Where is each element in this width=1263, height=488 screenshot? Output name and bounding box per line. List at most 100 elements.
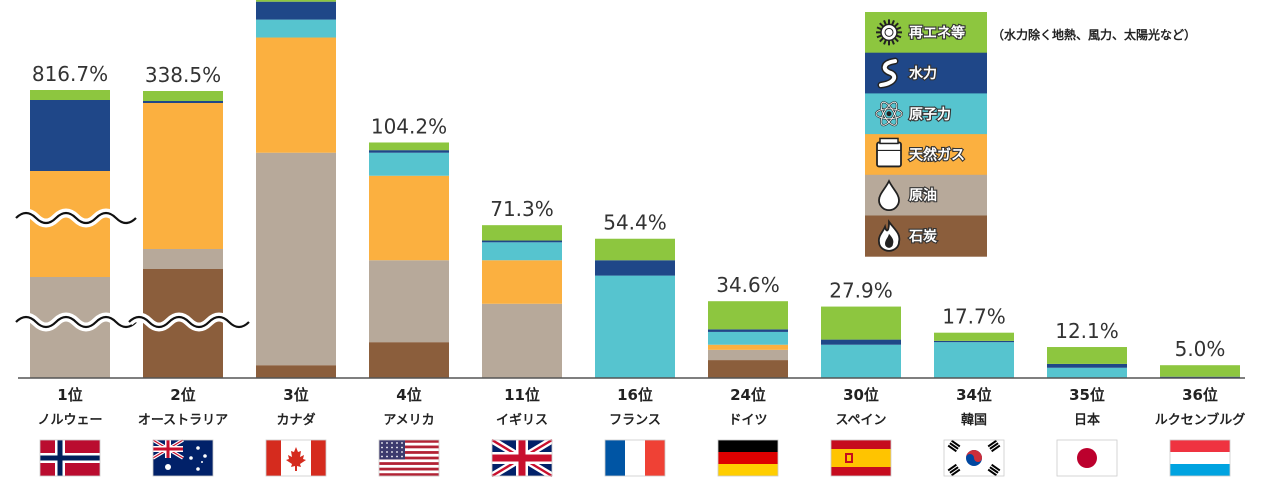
bar-segment: [1047, 367, 1127, 378]
bar-stack: [12, 90, 140, 378]
bar-segment: [256, 0, 336, 2]
japan-flag: [1056, 439, 1118, 477]
korea-flag: [943, 439, 1005, 477]
bar-segment: [595, 275, 675, 378]
total-label: 12.1%: [1055, 319, 1119, 343]
rank-label: 3位: [283, 386, 308, 404]
country-label: カナダ: [276, 412, 315, 428]
france-flag: [604, 439, 666, 477]
country-label: 韓国: [961, 412, 987, 428]
bar-segment: [595, 238, 675, 261]
bar-segment: [708, 329, 788, 332]
rank-label: 35位: [1069, 386, 1105, 404]
bar-stack: [369, 142, 449, 378]
legend-label: 再エネ等: [909, 24, 965, 41]
rank-label: 36位: [1182, 386, 1218, 404]
atom-icon: [875, 101, 903, 127]
bar-segment: [30, 100, 110, 171]
legend-label: 天然ガス: [909, 146, 965, 163]
rank-label: 2位: [170, 386, 195, 404]
rank-label: 34位: [956, 386, 992, 404]
bar-segment: [1047, 347, 1127, 364]
rank-label: 24位: [730, 386, 766, 404]
rank-label: 1位: [57, 386, 82, 404]
country-label: フランス: [609, 413, 661, 428]
country-label: スペイン: [835, 413, 886, 428]
bar-stack: [934, 332, 1014, 378]
total-label: 17.7%: [942, 305, 1006, 329]
bar-stack: [256, 0, 336, 378]
bar-stack: [1047, 347, 1127, 378]
germany-flag: [717, 439, 779, 477]
bar-segment: [143, 249, 223, 269]
rank-label: 30位: [843, 386, 879, 404]
total-label: 71.3%: [490, 197, 554, 221]
bar-segment: [934, 332, 1014, 341]
bar-segment: [256, 37, 336, 153]
bar-segment: [369, 175, 449, 261]
total-label: 338.5%: [145, 63, 221, 87]
flags-layer: [39, 436, 1231, 480]
bar-segment: [482, 240, 562, 243]
bar-segment: [708, 360, 788, 378]
legend-item: 再エネ等: [865, 12, 987, 54]
bar-segment: [1047, 363, 1127, 368]
bar-stack: [125, 91, 253, 378]
luxembourg-flag: [1169, 439, 1231, 477]
bar-segment: [143, 103, 223, 249]
bar-stack: [482, 225, 562, 378]
bar-segment: [821, 344, 901, 378]
gas-tank-icon: [876, 137, 902, 168]
total-label: 104.2%: [371, 114, 447, 138]
bars-layer: [12, 0, 1240, 378]
bar-segment: [482, 303, 562, 378]
country-label: アメリカ: [383, 413, 434, 428]
bar-segment: [369, 152, 449, 176]
country-label: ルクセンブルグ: [1155, 412, 1246, 428]
bar-segment: [821, 306, 901, 340]
bar-segment: [708, 331, 788, 345]
usa-flag: [378, 439, 440, 477]
total-label: 54.4%: [603, 211, 667, 235]
total-label: 5.0%: [1175, 337, 1226, 361]
legend-swatch: [865, 93, 987, 135]
total-label: 27.9%: [829, 279, 893, 303]
legend-label: 原油: [909, 187, 937, 204]
bar-segment: [482, 225, 562, 241]
legend-item: 水力: [865, 52, 987, 94]
bar-segment: [143, 91, 223, 101]
bar-segment: [369, 260, 449, 343]
legend-label: 原子力: [909, 106, 951, 123]
bar-stack: [595, 238, 675, 378]
bar-segment: [256, 152, 336, 366]
bar-segment: [30, 90, 110, 100]
bar-segment: [934, 342, 1014, 378]
sun-icon: [876, 19, 902, 46]
rank-label: 11位: [504, 386, 540, 404]
total-label: 34.6%: [716, 273, 780, 297]
bar-segment: [256, 1, 336, 20]
legend-note: （水力除く地熱、風力、太陽光など）: [992, 27, 1196, 42]
country-label: ドイツ: [728, 413, 767, 428]
bar-segment: [934, 340, 1014, 343]
rank-label: 4位: [396, 386, 421, 404]
canada-flag: [265, 439, 327, 477]
country-label: 日本: [1074, 412, 1100, 428]
bar-segment: [708, 301, 788, 330]
bar-segment: [708, 349, 788, 361]
legend-item: 天然ガス: [865, 134, 987, 176]
legend-label: 石炭: [908, 228, 937, 245]
country-label: オーストラリア: [138, 413, 228, 428]
axis-break-mark: [128, 315, 250, 329]
country-label: イギリス: [496, 412, 548, 428]
bar-segment: [595, 260, 675, 276]
total-label: 816.7%: [32, 62, 108, 86]
bar-segment: [256, 19, 336, 38]
axis-break-mark: [15, 315, 137, 329]
bar-stack: [821, 306, 901, 378]
axis-break-mark: [15, 211, 137, 225]
norway-flag: [39, 439, 101, 477]
legend-label: 水力: [909, 65, 937, 82]
